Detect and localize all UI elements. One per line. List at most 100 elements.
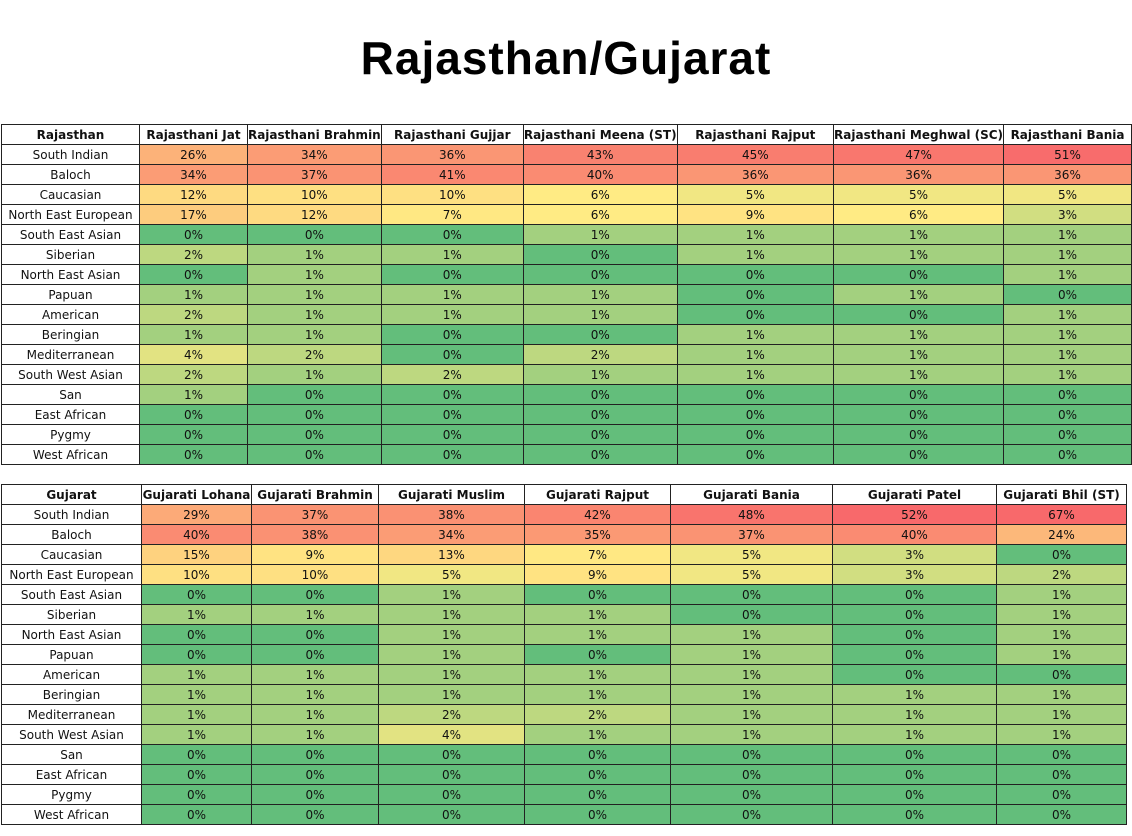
heatmap-cell: 1% xyxy=(1003,324,1132,345)
heatmap-cell: 2% xyxy=(138,244,248,265)
heatmap-cell: 37% xyxy=(251,504,379,525)
column-header: Rajasthani Meghwal (SC) xyxy=(833,124,1005,145)
heatmap-cell: 41% xyxy=(380,164,524,185)
heatmap-cell: 0% xyxy=(251,764,379,785)
heatmap-cell: 0% xyxy=(832,764,997,785)
heatmap-cell: 0% xyxy=(996,784,1127,805)
row-label: Mediterranean xyxy=(1,704,142,725)
heatmap-cell: 0% xyxy=(524,804,671,825)
heatmap-cell: 5% xyxy=(1003,184,1132,205)
heatmap-cell: 0% xyxy=(833,304,1005,325)
heatmap-cell: 1% xyxy=(670,684,833,705)
heatmap-cell: 0% xyxy=(138,264,248,285)
heatmap-cell: 0% xyxy=(380,224,524,245)
row-label: North East European xyxy=(1,564,142,585)
heatmap-cell: 34% xyxy=(378,524,525,545)
row-header: Rajasthan xyxy=(1,124,140,145)
heatmap-cell: 15% xyxy=(141,544,252,565)
heatmap-cell: 2% xyxy=(996,564,1127,585)
heatmap-cell: 1% xyxy=(833,364,1005,385)
heatmap-cell: 0% xyxy=(524,584,671,605)
row-label: Caucasian xyxy=(1,544,142,565)
heatmap-cell: 1% xyxy=(246,364,382,385)
heatmap-cell: 1% xyxy=(524,604,671,625)
row-label: Beringian xyxy=(1,684,142,705)
heatmap-cell: 0% xyxy=(832,804,997,825)
heatmap-cell: 0% xyxy=(522,404,678,425)
table-row: South Indian 26% 34% 36% 43% 45% 47% 51% xyxy=(1,144,1132,165)
heatmap-cell: 13% xyxy=(378,544,525,565)
heatmap-cell: 1% xyxy=(138,384,248,405)
heatmap-cell: 40% xyxy=(141,524,252,545)
column-header: Gujarati Lohana xyxy=(141,484,252,505)
heatmap-cell: 1% xyxy=(246,284,382,305)
column-header: Rajasthani Jat xyxy=(138,124,248,145)
heatmap-cell: 0% xyxy=(670,764,833,785)
row-label: South West Asian xyxy=(1,724,142,745)
heatmap-cell: 1% xyxy=(138,324,248,345)
heatmap-cell: 51% xyxy=(1003,144,1132,165)
heatmap-cell: 0% xyxy=(670,744,833,765)
heatmap-cell: 1% xyxy=(246,244,382,265)
column-header: Rajasthani Bania xyxy=(1003,124,1132,145)
heatmap-cell: 1% xyxy=(378,604,525,625)
heatmap-cell: 1% xyxy=(996,684,1127,705)
heatmap-cell: 52% xyxy=(832,504,997,525)
heatmap-cell: 1% xyxy=(378,624,525,645)
heatmap-cell: 1% xyxy=(378,664,525,685)
heatmap-cell: 0% xyxy=(246,384,382,405)
heatmap-cell: 17% xyxy=(138,204,248,225)
heatmap-cell: 10% xyxy=(251,564,379,585)
heatmap-cell: 0% xyxy=(676,384,835,405)
table-row: West African 0% 0% 0% 0% 0% 0% 0% xyxy=(1,804,1127,825)
heatmap-cell: 1% xyxy=(1003,264,1132,285)
heatmap-cell: 43% xyxy=(522,144,678,165)
heatmap-cell: 9% xyxy=(251,544,379,565)
row-label: West African xyxy=(1,444,140,465)
heatmap-cell: 0% xyxy=(378,764,525,785)
heatmap-cell: 3% xyxy=(832,564,997,585)
row-label: South West Asian xyxy=(1,364,140,385)
heatmap-cell: 1% xyxy=(251,664,379,685)
heatmap-cell: 0% xyxy=(1003,384,1132,405)
table-row: North East Asian 0% 1% 0% 0% 0% 0% 1% xyxy=(1,264,1132,285)
heatmap-cell: 12% xyxy=(246,204,382,225)
table-row: Mediterranean 1% 1% 2% 2% 1% 1% 1% xyxy=(1,704,1127,725)
heatmap-cell: 10% xyxy=(380,184,524,205)
heatmap-cell: 1% xyxy=(246,324,382,345)
row-label: North East European xyxy=(1,204,140,225)
heatmap-cell: 0% xyxy=(833,424,1005,445)
heatmap-cell: 0% xyxy=(996,544,1127,565)
heatmap-cell: 40% xyxy=(832,524,997,545)
heatmap-cell: 0% xyxy=(251,584,379,605)
heatmap-cell: 0% xyxy=(522,444,678,465)
heatmap-cell: 0% xyxy=(251,624,379,645)
heatmap-cell: 36% xyxy=(833,164,1005,185)
heatmap-cell: 1% xyxy=(251,604,379,625)
heatmap-cell: 1% xyxy=(670,664,833,685)
table-row: Beringian 1% 1% 0% 0% 1% 1% 1% xyxy=(1,324,1132,345)
column-header: Rajasthani Rajput xyxy=(676,124,835,145)
heatmap-cell: 0% xyxy=(1003,444,1132,465)
heatmap-cell: 0% xyxy=(670,584,833,605)
heatmap-cell: 0% xyxy=(1003,284,1132,305)
heatmap-cell: 0% xyxy=(996,804,1127,825)
heatmap-cell: 0% xyxy=(832,584,997,605)
heatmap-cell: 3% xyxy=(1003,204,1132,225)
heatmap-cell: 1% xyxy=(832,684,997,705)
table-row: San 1% 0% 0% 0% 0% 0% 0% xyxy=(1,384,1132,405)
heatmap-cell: 3% xyxy=(832,544,997,565)
column-header: Gujarati Bania xyxy=(670,484,833,505)
heatmap-cell: 1% xyxy=(1003,364,1132,385)
heatmap-cell: 1% xyxy=(141,664,252,685)
heatmap-cell: 0% xyxy=(141,584,252,605)
heatmap-cell: 1% xyxy=(676,364,835,385)
heatmap-cell: 0% xyxy=(1003,404,1132,425)
heatmap-cell: 0% xyxy=(833,264,1005,285)
heatmap-cell: 1% xyxy=(1003,224,1132,245)
heatmap-cell: 1% xyxy=(251,684,379,705)
header-row: Rajasthan Rajasthani Jat Rajasthani Brahmi… xyxy=(1,124,1132,145)
gujarat-heatmap-table: Gujarat Gujarati Lohana Gujarati Brahmin Gu… xyxy=(1,484,1127,825)
heatmap-cell: 26% xyxy=(138,144,248,165)
heatmap-cell: 36% xyxy=(676,164,835,185)
